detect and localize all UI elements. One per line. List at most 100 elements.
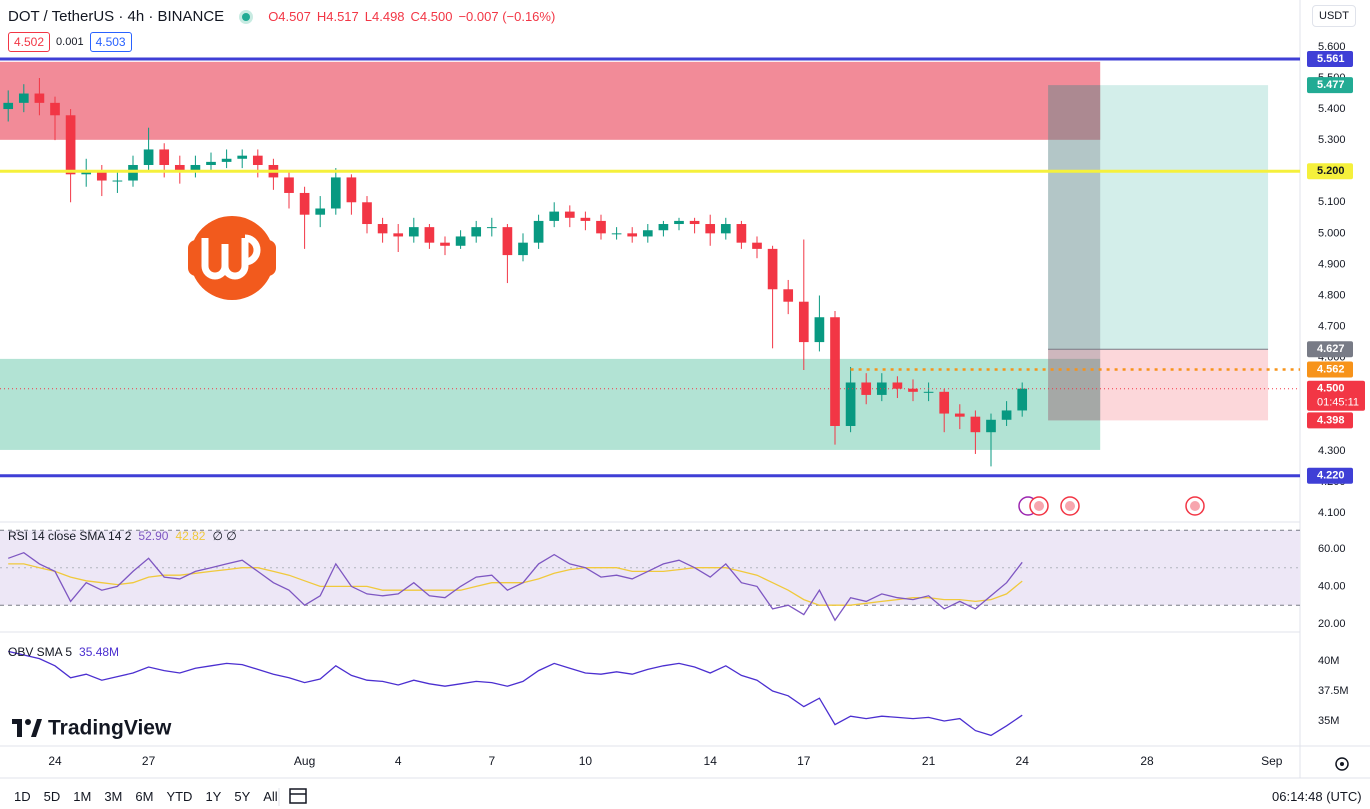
currency-button[interactable]: USDT: [1312, 5, 1356, 27]
price-label: 4.500: [1317, 383, 1345, 395]
ohlc-item: C4.500: [410, 9, 453, 24]
candle-body: [112, 180, 123, 182]
candle-body: [954, 413, 965, 417]
range-button[interactable]: 6M: [135, 789, 154, 804]
candle-body: [736, 224, 747, 243]
candle-body: [783, 289, 794, 302]
candle-body: [3, 102, 14, 110]
candle-body: [705, 224, 716, 234]
y-tick-label: 60.00: [1318, 543, 1346, 555]
price-label: 4.220: [1317, 470, 1345, 482]
candle-body: [330, 177, 341, 209]
candle-body: [455, 236, 466, 246]
spread: 0.001: [56, 36, 84, 48]
ohlc-item: O4.507: [268, 9, 311, 24]
watermark-logo: [188, 216, 276, 300]
legend-value: 35.48M: [79, 645, 120, 659]
ohlc-item: H4.517: [316, 9, 359, 24]
range-button[interactable]: All: [263, 789, 278, 804]
candle-body: [549, 211, 560, 221]
y-tick-label: 4.800: [1318, 289, 1346, 301]
range-button[interactable]: 5Y: [234, 789, 251, 804]
y-tick-label: 5.000: [1318, 227, 1346, 239]
candle-body: [720, 224, 731, 234]
candle-body: [986, 419, 996, 433]
candle-body: [362, 202, 372, 225]
position-overlap: [1048, 85, 1101, 421]
candle-body: [798, 301, 809, 343]
price-label: 4.562: [1317, 363, 1345, 375]
candle-body: [190, 164, 201, 172]
candle-body: [471, 227, 482, 237]
price-label-bg: [1307, 380, 1365, 411]
countdown: 01:45:11: [1317, 397, 1359, 409]
calendar-icon[interactable]: [289, 788, 307, 804]
bid-ask: 4.502 0.001 4.503: [8, 32, 132, 52]
candle-body: [81, 171, 92, 175]
candle-body: [518, 242, 528, 256]
range-button[interactable]: 1Y: [205, 789, 222, 804]
x-tick-label: 24: [48, 754, 62, 768]
candle-body: [377, 224, 388, 234]
candle-body: [876, 382, 887, 395]
range-button[interactable]: 1M: [73, 789, 92, 804]
indicator-line: [8, 650, 1023, 737]
series: [0, 57, 1300, 737]
axes: 4.1004.2004.3004.4004.5004.6004.7004.800…: [48, 41, 1365, 768]
candle-body: [221, 158, 232, 162]
candle-body: [658, 224, 669, 231]
price-label-bg: [1307, 412, 1353, 429]
indicator-line: [7, 551, 1023, 622]
price-label: 4.627: [1317, 343, 1345, 355]
price-label-bg: [1307, 467, 1353, 484]
market-status: [242, 12, 251, 21]
candle-body: [408, 227, 419, 237]
y-tick-label: 4.100: [1318, 507, 1346, 519]
zone: [0, 358, 1101, 450]
price-label: 5.200: [1317, 165, 1345, 177]
candle-body: [908, 388, 918, 392]
range-button[interactable]: 1D: [14, 789, 31, 804]
settings-icon[interactable]: [1335, 757, 1349, 771]
y-tick-label: 5.600: [1318, 41, 1346, 53]
candle-body: [50, 102, 60, 116]
price-label-bg: [1307, 77, 1353, 94]
candle-body: [96, 171, 107, 181]
ask[interactable]: 4.503: [89, 32, 132, 52]
legend-value: ∅ ∅: [212, 529, 237, 543]
candle-body: [315, 208, 326, 215]
position-profit: [1048, 85, 1269, 350]
bid[interactable]: 4.502: [8, 32, 51, 52]
candle-body: [486, 227, 497, 229]
candle-body: [892, 382, 903, 389]
event-icons: [1018, 496, 1205, 516]
x-tick-label: 14: [704, 754, 718, 768]
candle-body: [564, 211, 575, 218]
y-tick-label: 40.00: [1318, 580, 1346, 592]
candle-body: [689, 220, 700, 225]
candle-body: [642, 230, 653, 237]
range-button[interactable]: 3M: [104, 789, 123, 804]
candle-body: [424, 227, 435, 243]
legend-value: 52.90: [138, 529, 169, 543]
y-tick-label: 40M: [1318, 655, 1339, 667]
obv-legend: OBV SMA 5 35.48M: [8, 645, 119, 659]
candle-body: [159, 149, 170, 165]
y-tick-label: 37.5M: [1318, 685, 1349, 697]
range-button[interactable]: YTD: [166, 789, 193, 804]
zone: [0, 61, 1101, 140]
y-tick-label: 5.300: [1318, 134, 1346, 146]
x-tick-label: 28: [1140, 754, 1154, 768]
candle-body: [128, 164, 138, 181]
candle-body: [346, 177, 357, 203]
candle-body: [861, 382, 872, 395]
candle-body: [923, 391, 934, 393]
symbol[interactable]: DOT / TetherUS · 4h · BINANCE: [8, 8, 225, 25]
x-tick-label: 17: [797, 754, 811, 768]
candle-body: [18, 93, 29, 103]
range-button[interactable]: 5D: [43, 789, 61, 804]
candle-body: [299, 192, 310, 215]
range-toolbar: 1D 5D 1M 3M 6M YTD 1Y 5Y All: [14, 789, 278, 804]
candle-body: [580, 217, 591, 221]
